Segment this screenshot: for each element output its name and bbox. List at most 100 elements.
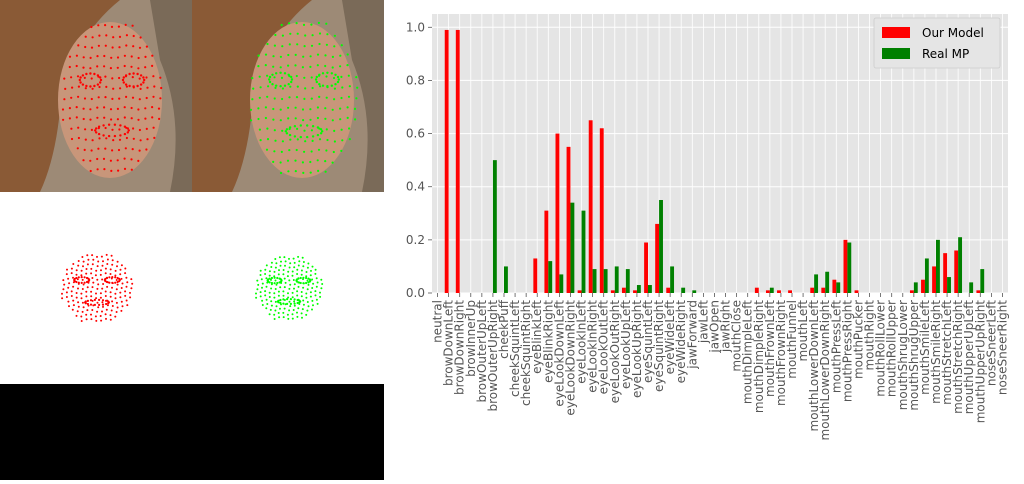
landmark-dot: [314, 272, 317, 275]
landmark-dot: [294, 159, 297, 162]
eye-landmark-dot: [287, 82, 290, 86]
landmark-dot: [273, 97, 276, 100]
bar-model-eyeLookUpRight: [633, 290, 637, 293]
mouth-landmark-dot: [107, 300, 110, 303]
landmark-dot: [306, 309, 309, 312]
landmark-dot: [257, 107, 260, 110]
landmark-dot: [118, 138, 122, 141]
eye-landmark-dot: [330, 72, 334, 75]
eye-landmark-dot: [73, 277, 76, 280]
landmark-dot: [80, 292, 83, 295]
bar-model-eyeLookOutRight: [610, 290, 615, 293]
landmark-dot: [325, 128, 328, 131]
eye-landmark-dot: [273, 282, 276, 285]
landmark-dot: [289, 262, 292, 265]
landmark-dot: [72, 285, 75, 288]
bar-real-mouthSmileLeft: [924, 258, 929, 293]
mouth-landmark-dot: [113, 123, 117, 126]
bar-model-mouthFunnel: [788, 290, 792, 293]
mouth-landmark-dot: [126, 131, 130, 134]
eye-landmark-dot: [318, 73, 321, 77]
landmark-dot: [288, 300, 291, 303]
landmark-dot: [295, 74, 298, 78]
landmark-dot: [64, 87, 67, 90]
landmark-dot: [319, 295, 322, 298]
landmark-dot: [319, 85, 322, 88]
landmark-dot: [90, 318, 93, 321]
landmark-dot: [70, 267, 73, 270]
landmark-dot: [279, 55, 282, 58]
landmark-dot: [266, 138, 270, 141]
bar-real-mouthShrugUpper: [913, 282, 918, 293]
mouth-landmark-dot: [320, 130, 324, 133]
landmark-dot: [77, 260, 80, 262]
landmark-dot: [296, 273, 299, 275]
landmark-dot: [117, 148, 121, 152]
landmark-dot: [305, 275, 308, 278]
mouth-landmark-dot: [311, 124, 315, 128]
x-tick-label-noseSneerLeft: noseSneerLeft: [984, 300, 998, 386]
landmark-dot: [251, 98, 254, 101]
landmark-dot: [279, 108, 282, 111]
landmark-dot: [124, 294, 127, 297]
landmark-dot: [119, 268, 122, 271]
landmark-dot: [97, 24, 100, 27]
landmark-dot: [292, 309, 295, 311]
bar-model-mouthSmileRight: [932, 266, 936, 293]
landmark-dot: [331, 108, 334, 111]
face-skin: [250, 22, 354, 178]
background-right: [342, 0, 384, 192]
landmark-dot: [283, 256, 286, 259]
landmark-dot: [71, 86, 74, 89]
eye-landmark-dot: [279, 84, 282, 88]
landmark-dot: [312, 304, 314, 307]
landmark-dot: [116, 118, 119, 121]
landmark-dot: [89, 159, 92, 162]
eye-landmark-dot: [271, 82, 274, 86]
landmark-dot: [99, 273, 102, 276]
landmark-dot: [268, 291, 271, 294]
bar-model-mouthPucker: [854, 290, 859, 293]
landmark-dot: [268, 313, 271, 316]
landmark-dot: [293, 304, 296, 307]
landmark-dot: [315, 285, 318, 288]
x-tick-label-mouthRollLower: mouthRollLower: [874, 300, 888, 397]
eye-landmark-dot: [87, 280, 90, 283]
landmark-dot: [316, 281, 319, 284]
landmark-dot: [81, 288, 84, 290]
landmark-dot: [86, 286, 89, 289]
eye-landmark-dot: [142, 78, 146, 82]
landmark-dot: [340, 128, 343, 131]
bar-real-browOuterUpRight: [492, 160, 497, 293]
landmark-dot: [111, 305, 114, 307]
landmark-dot: [288, 266, 291, 269]
landmark-dot: [302, 171, 305, 174]
bar-real-eyeLookOutLeft: [603, 269, 608, 293]
landmark-dot: [324, 54, 327, 57]
landmark-dot: [295, 148, 298, 152]
landmark-dot: [281, 45, 284, 48]
landmark-dot: [333, 45, 336, 48]
eye-landmark-dot: [89, 85, 92, 88]
landmark-dot: [111, 77, 114, 80]
landmark-dot: [77, 301, 80, 304]
landmark-dot: [80, 315, 83, 318]
landmark-dot: [106, 304, 109, 307]
landmark-dot: [96, 301, 99, 304]
landmark-dot: [119, 273, 122, 276]
landmark-dot: [291, 313, 294, 316]
mouth-landmark-dot: [101, 303, 105, 306]
landmark-dot: [317, 21, 320, 24]
landmark-dot: [124, 267, 127, 270]
landmark-dot: [265, 285, 268, 288]
landmark-dot: [279, 171, 283, 175]
landmark-dot: [274, 86, 277, 89]
landmark-dot: [106, 285, 109, 288]
landmark-dot: [306, 266, 309, 269]
eye-landmark-dot: [283, 72, 287, 75]
landmark-dot: [77, 264, 80, 267]
mouth-landmark-dot: [123, 132, 127, 136]
landmark-dot: [332, 76, 336, 80]
mouth-landmark-dot: [105, 302, 108, 306]
landmark-dot: [281, 97, 284, 101]
